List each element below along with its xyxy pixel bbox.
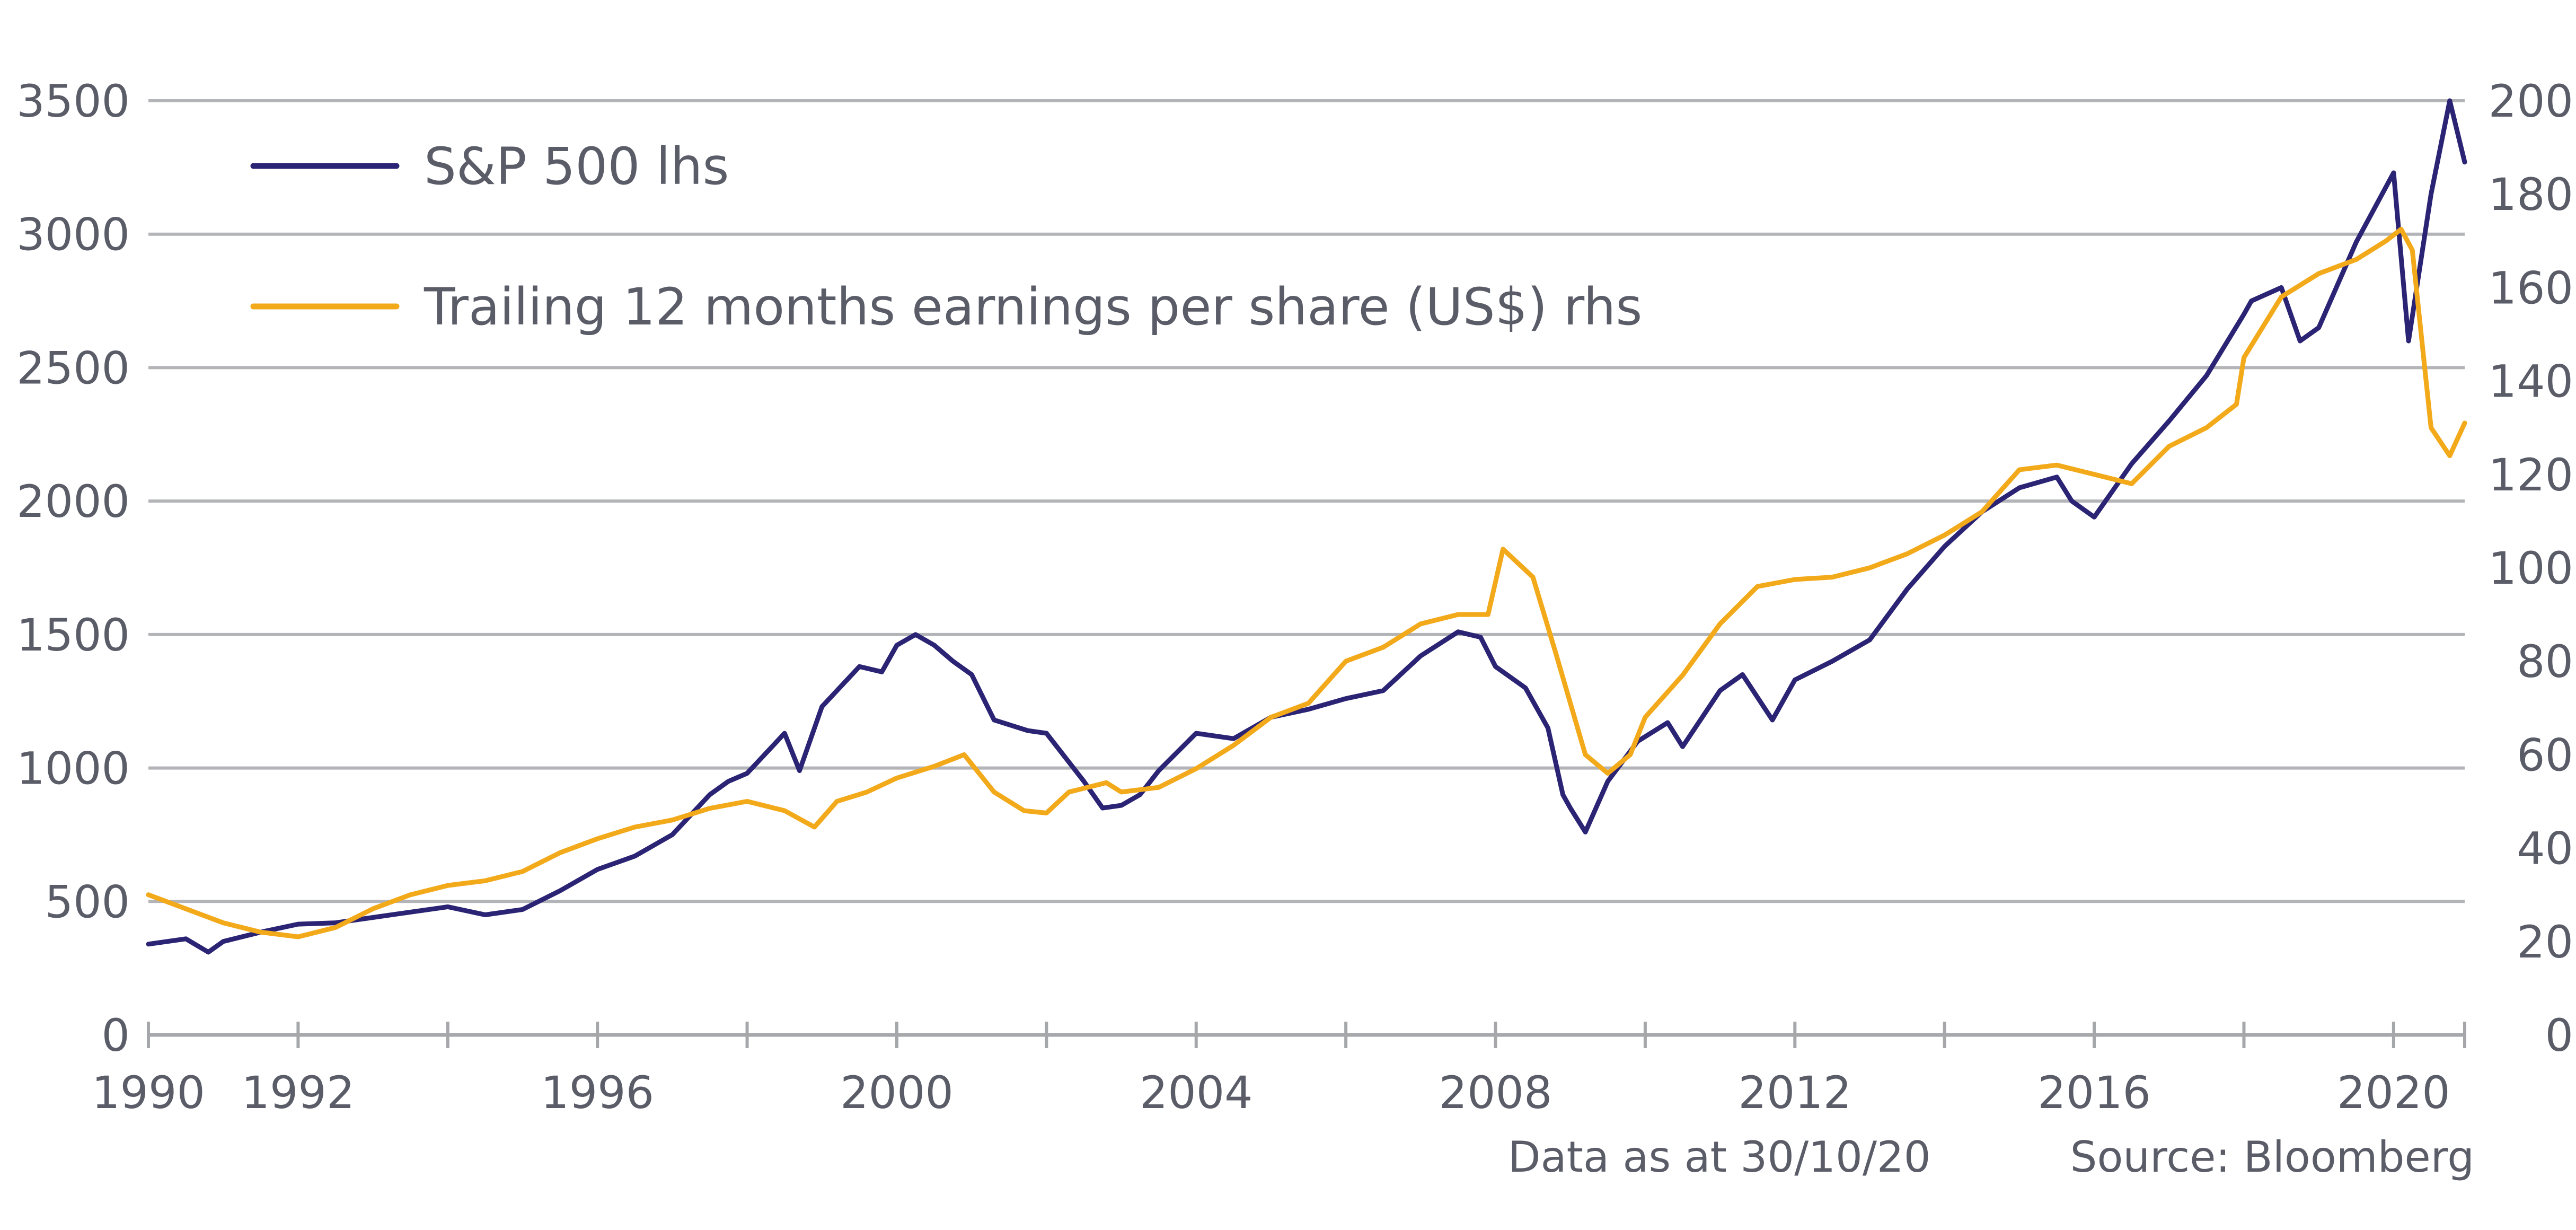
x-axis-tick-label: 2000	[840, 1067, 954, 1119]
series-lines	[146, 98, 2467, 955]
left-axis-tick-label: 1500	[16, 609, 130, 661]
eps-series-line	[146, 226, 2467, 939]
right-axis-tick-label: 80	[2517, 636, 2573, 688]
right-axis-tick-label: 200	[2489, 75, 2573, 127]
x-axis-tick-label: 1996	[541, 1067, 654, 1119]
left-axis-ticks: 0 500 1000 1500 2000 2500 3000 3500	[16, 75, 130, 1061]
x-axis-ticks: 1990 1992 1996 2000 2004 2008 2012 2016 2020	[92, 1022, 2466, 1119]
footer: Data as at 30/10/20 Source: Bloomberg	[1508, 1132, 2474, 1182]
x-axis-tick-label: 1990	[92, 1067, 205, 1119]
left-axis-tick-label: 0	[102, 1009, 130, 1061]
right-axis-tick-label: 60	[2517, 729, 2573, 781]
right-axis-tick-label: 100	[2489, 542, 2573, 594]
right-axis-ticks: 0 20 40 60 80 100 120 140 160 180 200	[2489, 75, 2573, 1061]
left-axis-tick-label: 3000	[16, 209, 130, 261]
right-axis-tick-label: 140	[2489, 356, 2573, 408]
left-axis-tick-label: 1000	[16, 743, 130, 795]
left-axis-tick-label: 2500	[16, 342, 130, 394]
x-axis-tick-label: 1992	[242, 1067, 355, 1119]
data-date-note: Data as at 30/10/20	[1508, 1132, 1931, 1182]
x-axis-tick-label: 2004	[1140, 1067, 1253, 1119]
left-axis-tick-label: 500	[45, 876, 130, 928]
legend: S&P 500 lhs Trailing 12 months earnings p…	[250, 137, 1642, 337]
x-axis-tick-label: 2016	[2037, 1067, 2151, 1119]
legend-label: S&P 500 lhs	[424, 137, 729, 196]
right-axis-tick-label: 40	[2517, 823, 2573, 875]
legend-label: Trailing 12 months earnings per share (U…	[424, 277, 1642, 337]
source-note: Source: Bloomberg	[2070, 1132, 2474, 1182]
right-axis-tick-label: 20	[2517, 916, 2573, 968]
x-axis-tick-label: 2020	[2337, 1067, 2450, 1119]
left-axis-tick-label: 2000	[16, 476, 130, 528]
right-axis-tick-label: 120	[2489, 449, 2573, 501]
x-axis-tick-label: 2012	[1738, 1067, 1851, 1119]
left-axis-tick-label: 3500	[16, 75, 130, 127]
right-axis-tick-label: 160	[2489, 262, 2573, 314]
x-axis-tick-label: 2008	[1439, 1067, 1552, 1119]
gridlines	[148, 99, 2465, 903]
right-axis-tick-label: 180	[2489, 169, 2573, 221]
right-axis-tick-label: 0	[2545, 1009, 2573, 1061]
sp500-series-line	[146, 98, 2467, 955]
